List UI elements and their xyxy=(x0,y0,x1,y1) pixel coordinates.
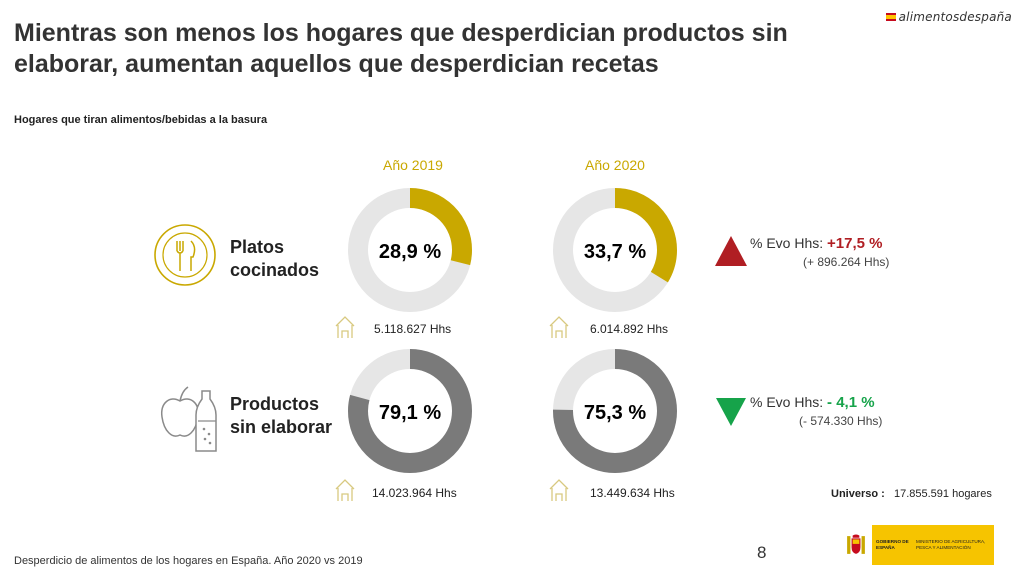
donut-value-arc xyxy=(348,188,472,312)
year-2019-header: Año 2019 xyxy=(383,157,443,173)
year-2020-header: Año 2020 xyxy=(585,157,645,173)
brand-text: alimentosdespaña xyxy=(898,10,1012,24)
brand-logo: alimentosdespaña xyxy=(885,10,1012,24)
evo-platos: % Evo Hhs: +17,5 % xyxy=(750,235,883,252)
evo-value: +17,5 % xyxy=(827,235,883,252)
page-number: 8 xyxy=(757,543,767,562)
donut-value-arc xyxy=(553,349,677,473)
donut-percent-label: 75,3 % xyxy=(584,402,646,424)
donut-productos-2019: 79,1 % xyxy=(348,349,472,473)
house-icon xyxy=(549,316,569,338)
row-label-line1: Platos xyxy=(230,237,285,257)
donut-platos-2019: 28,9 % xyxy=(348,188,472,312)
universe-label: Universo : xyxy=(831,488,885,500)
donut-value-arc xyxy=(553,188,677,312)
apple-bottle-icon xyxy=(161,386,217,452)
coat-of-arms-icon xyxy=(847,534,865,554)
universe-value: 17.855.591 hogares xyxy=(893,488,992,500)
universe-note: Universo : 17.855.591 hogares xyxy=(831,488,992,500)
row-label-line1: Productos xyxy=(230,394,320,414)
hhs-platos-2019: 5.118.627 Hhs xyxy=(374,322,452,336)
donut-percent-label: 79,1 % xyxy=(379,402,441,424)
cutlery-plate-icon xyxy=(154,224,216,286)
house-icon xyxy=(335,479,355,501)
evo-prefix: % Evo Hhs: xyxy=(750,394,828,410)
house-icon xyxy=(335,316,355,338)
donut-percent-label: 28,9 % xyxy=(379,241,441,263)
donut-percent-label: 33,7 % xyxy=(584,241,646,263)
evo-prefix: % Evo Hhs: xyxy=(750,235,828,251)
footer-source: Desperdicio de alimentos de los hogares … xyxy=(14,555,363,567)
evo-value: - 4,1 % xyxy=(827,394,875,411)
row-label-productos-sin-elaborar: Productos sin elaborar xyxy=(230,393,332,439)
row-label-line2: sin elaborar xyxy=(230,417,333,437)
evo-platos-sub: (+ 896.264 Hhs) xyxy=(803,255,890,269)
spain-flag-icon xyxy=(885,13,896,21)
page-title: Mientras son menos los hogares que despe… xyxy=(14,19,788,78)
ministry-label: MINISTERIO DE AGRICULTURA, PESCA Y ALIME… xyxy=(916,539,986,550)
evo-productos-sub: (- 574.330 Hhs) xyxy=(799,414,883,428)
row-label-line2: cocinados xyxy=(230,260,320,280)
government-label: GOBIERNO DE ESPAÑA xyxy=(876,539,909,550)
triangle-up-icon xyxy=(715,236,747,266)
hhs-productos-2019: 14.023.964 Hhs xyxy=(372,486,457,500)
donut-value-arc xyxy=(348,349,472,473)
evo-productos: % Evo Hhs: - 4,1 % xyxy=(750,394,875,411)
triangle-down-icon xyxy=(716,398,746,426)
row-label-platos-cocinados: Platos cocinados xyxy=(230,236,319,282)
chart-subtitle: Hogares que tiran alimentos/bebidas a la… xyxy=(14,114,268,126)
donut-productos-2020: 75,3 % xyxy=(553,349,677,473)
hhs-productos-2020: 13.449.634 Hhs xyxy=(590,486,675,500)
donut-platos-2020: 33,7 % xyxy=(553,188,677,312)
hhs-platos-2020: 6.014.892 Hhs xyxy=(590,322,669,336)
government-banner: GOBIERNO DE ESPAÑA MINISTERIO DE AGRICUL… xyxy=(872,525,994,565)
government-logo: GOBIERNO DE ESPAÑA MINISTERIO DE AGRICUL… xyxy=(846,523,994,567)
house-icon xyxy=(549,479,569,501)
